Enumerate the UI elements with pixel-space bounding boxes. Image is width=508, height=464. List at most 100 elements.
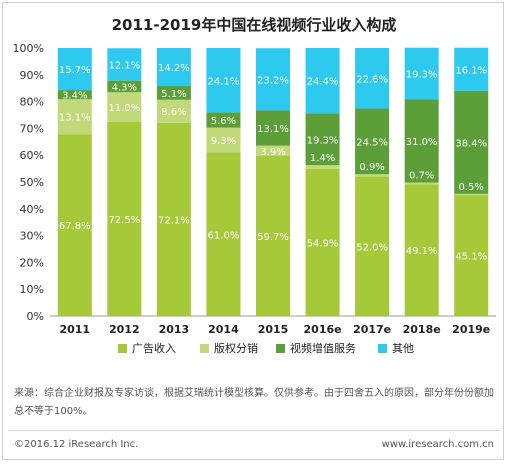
data-label: 23.2% xyxy=(257,75,289,86)
bar-segment xyxy=(156,99,191,123)
x-tick-label: 2015 xyxy=(258,323,289,336)
x-tick-label: 2019e xyxy=(452,323,490,336)
x-tick-label: 2017e xyxy=(353,323,391,336)
y-tick-label: 40% xyxy=(20,203,44,216)
bar-segment xyxy=(454,90,489,194)
data-label: 52.0% xyxy=(356,242,388,253)
bar-segment xyxy=(206,48,241,113)
y-tick-label: 30% xyxy=(20,230,44,243)
x-tick-label: 2014 xyxy=(208,323,239,336)
footer-divider xyxy=(8,430,500,431)
data-label: 14.2% xyxy=(158,63,190,74)
data-label: 59.7% xyxy=(257,232,289,243)
legend-label: 版权分销 xyxy=(214,341,258,355)
data-label: 11.0% xyxy=(108,103,140,114)
data-label: 49.1% xyxy=(406,246,438,257)
data-label: 16.1% xyxy=(455,65,487,76)
data-label: 0.5% xyxy=(459,182,484,193)
source-note: 来源：综合企业财报及专家访谈，根据艾瑞统计模型核算。仅供参考。由于四舍五入的原因… xyxy=(14,388,494,417)
bar-segment xyxy=(355,174,390,177)
legend-swatch xyxy=(276,344,285,353)
data-label: 22.6% xyxy=(356,74,388,85)
bar-segment xyxy=(256,110,290,146)
bar-segment xyxy=(355,176,390,316)
data-label: 24.4% xyxy=(307,77,339,88)
data-label: 45.1% xyxy=(455,252,487,263)
data-label: 0.9% xyxy=(359,162,384,173)
chart-title: 2011-2019年中国在线视频行业收入构成 xyxy=(111,16,397,34)
x-tick-label: 2018e xyxy=(403,323,441,336)
legend-swatch xyxy=(378,344,387,353)
bar-segment xyxy=(355,108,390,175)
data-label: 8.6% xyxy=(161,107,186,118)
bar-segment xyxy=(256,156,290,316)
data-label: 61.0% xyxy=(208,230,240,241)
bar-segment xyxy=(156,48,191,87)
data-label: 13.1% xyxy=(59,113,91,124)
bar-segment xyxy=(256,145,290,157)
y-tick-label: 20% xyxy=(20,256,44,269)
data-label: 15.7% xyxy=(59,65,91,76)
bar-segment xyxy=(57,99,92,135)
bar-segment xyxy=(57,134,92,316)
data-label: 72.5% xyxy=(108,215,140,226)
data-label: 3.9% xyxy=(260,147,285,158)
bar-segment xyxy=(305,165,340,169)
y-tick-label: 80% xyxy=(20,96,44,109)
y-tick-label: 10% xyxy=(20,283,44,296)
data-label: 67.8% xyxy=(59,221,91,232)
legend-swatch xyxy=(118,344,127,353)
data-label: 38.4% xyxy=(455,138,487,149)
bar-segment xyxy=(57,48,92,91)
bar-segment xyxy=(156,86,191,100)
data-label: 72.1% xyxy=(158,215,190,226)
y-tick-label: 50% xyxy=(20,176,44,189)
bar-segment xyxy=(57,90,92,100)
data-label: 24.5% xyxy=(356,137,388,148)
bar-segment xyxy=(107,48,142,81)
data-label: 19.3% xyxy=(406,70,438,81)
data-label: 5.6% xyxy=(211,116,236,127)
legend-label: 广告收入 xyxy=(132,341,176,355)
data-label: 24.1% xyxy=(208,76,240,87)
y-tick-label: 90% xyxy=(20,69,44,82)
copyright-text: ©2016.12 iResearch Inc. xyxy=(14,439,139,450)
bar-segment xyxy=(206,127,241,153)
x-tick-label: 2012 xyxy=(109,323,140,336)
bar-segment xyxy=(355,48,390,109)
legend-swatch xyxy=(200,344,209,353)
data-label: 19.3% xyxy=(307,135,339,146)
y-tick-label: 60% xyxy=(20,149,44,162)
data-label: 12.1% xyxy=(108,60,140,71)
stacked-bar-chart: 0% 10% 20% 30% 40% 50% 60% 70% 80% 90% 100% 2011 201… xyxy=(13,42,496,355)
bar-segment xyxy=(305,48,340,114)
bar-segment xyxy=(107,121,142,316)
data-label: 4.3% xyxy=(112,82,137,93)
bar-segment xyxy=(454,47,489,91)
bar-segment xyxy=(404,99,439,183)
bar-segment xyxy=(305,168,340,316)
data-label: 0.7% xyxy=(409,171,434,182)
data-label: 13.1% xyxy=(257,124,289,135)
bar-segment xyxy=(156,122,191,316)
bar-segment xyxy=(256,48,290,111)
y-tick-label: 70% xyxy=(20,122,44,135)
bar-segment xyxy=(206,152,241,316)
data-label: 3.4% xyxy=(62,91,87,102)
y-tick-label: 0% xyxy=(27,310,44,323)
bar-segment xyxy=(454,195,489,316)
bar-segment xyxy=(404,182,439,185)
data-label: 5.1% xyxy=(161,89,186,100)
data-label: 9.3% xyxy=(211,136,236,147)
data-label: 31.0% xyxy=(406,137,438,148)
legend-label: 视频增值服务 xyxy=(290,341,356,355)
x-tick-label: 2011 xyxy=(59,323,90,336)
bar-segment xyxy=(404,47,439,100)
x-tick-label: 2013 xyxy=(159,323,190,336)
bar-segment xyxy=(454,193,489,196)
x-tick-label: 2016e xyxy=(304,323,342,336)
bar-segment xyxy=(206,112,241,128)
bar-segment xyxy=(404,184,439,316)
bar-segment xyxy=(107,80,142,93)
y-tick-label: 100% xyxy=(13,42,44,55)
